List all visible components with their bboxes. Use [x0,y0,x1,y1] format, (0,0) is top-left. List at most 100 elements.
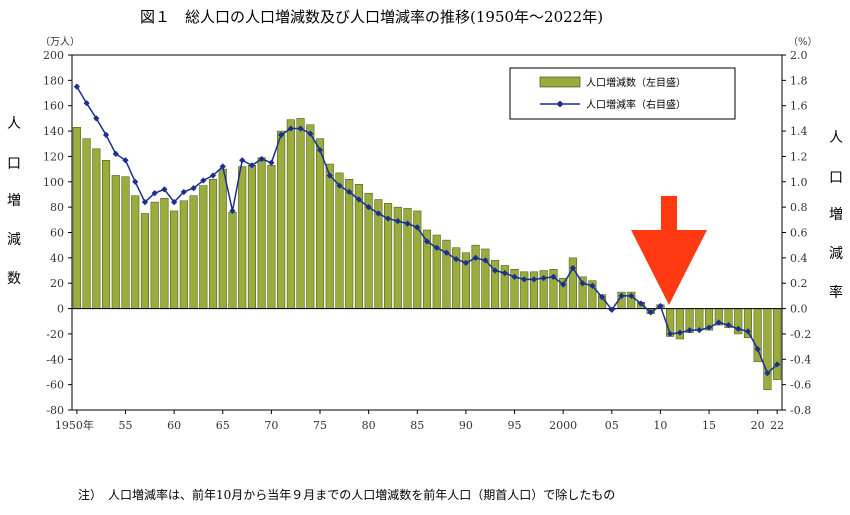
down-arrow-annotation [631,196,707,305]
right-tick-label: 0.2 [790,277,808,290]
bar [296,118,305,309]
bar [325,163,334,309]
rate-point [618,292,625,300]
bar [228,211,237,309]
x-tick-label: 05 [605,419,619,432]
right-axis-title-char: 口 [829,170,843,186]
right-tick-label: 1.4 [790,125,808,138]
right-axis-unit: （%） [788,36,818,48]
plot-area: 200180160140120100806040200-20-40-60-802… [7,49,843,432]
rate-point [744,328,752,335]
left-tick-label: 120 [43,150,64,163]
bar [72,127,81,309]
right-tick-label: -0.6 [790,379,811,392]
rate-point [530,276,538,283]
right-tick-label: -0.2 [790,328,811,341]
x-tick-label: 15 [702,419,716,432]
bar [238,166,247,309]
bar [773,308,782,380]
bar [247,165,256,309]
bar [364,192,373,309]
x-tick-label: 90 [459,419,473,432]
bar [218,168,227,309]
left-tick-label: 40 [50,252,64,265]
rate-point [764,370,771,377]
right-tick-label: 1.8 [790,74,808,87]
bar [82,138,91,309]
x-tick-label: 55 [118,419,132,432]
bar [131,195,140,309]
left-axis-title-char: 増 [7,193,21,209]
rate-point [209,172,217,179]
rate-point [239,157,246,164]
bar [150,201,159,309]
left-tick-label: -40 [46,353,64,366]
bar [763,308,772,390]
bar [286,119,295,309]
x-tick-label: 22 [770,419,784,432]
bar [208,179,218,309]
right-tick-label: -0.8 [790,404,811,417]
left-tick-label: 200 [43,49,64,62]
right-tick-label: 0.4 [790,252,808,265]
rate-point [491,267,499,274]
x-tick-label: 65 [216,419,230,432]
rate-point [550,273,557,281]
bar [315,138,325,309]
rate-point [336,182,343,189]
left-axis-title-char: 数 [7,271,21,287]
legend-bar-swatch [539,76,581,88]
rate-point [190,184,197,192]
right-tick-label: 0.0 [790,303,808,316]
left-tick-label: 160 [43,100,64,113]
bar [111,175,120,309]
rate-point [268,159,275,166]
bar [257,157,266,309]
rate-point [608,306,615,313]
x-tick-label: 95 [508,419,522,432]
left-tick-label: 0 [57,303,64,316]
legend-line-label: 人口増減率（右目盛） [586,98,686,111]
rate-point [180,188,187,196]
left-tick-label: 20 [50,277,64,290]
bar [335,172,344,309]
rate-point [423,238,431,245]
rate-point [433,244,440,251]
left-tick-label: 100 [43,176,64,189]
rate-point [385,215,392,222]
right-axis-title-char: 増 [829,207,843,223]
left-tick-label: 80 [50,201,64,214]
right-axis-title-char: 人 [829,130,843,146]
x-tick-label: 75 [313,419,327,432]
rate-point [297,125,304,132]
rate-point [482,257,489,264]
x-tick-label: 2000 [549,419,577,432]
x-tick-label: 70 [264,419,278,432]
right-tick-label: 0.6 [790,227,808,240]
rate-point [598,294,606,301]
legend-line-marker [556,100,564,108]
rate-point [132,178,139,185]
bar [101,159,111,309]
rate-point [735,325,742,333]
bar [267,165,276,309]
rate-point [667,330,674,337]
bar [170,210,179,309]
rate-point [287,125,294,132]
bar [695,308,704,331]
rate-point [540,275,547,282]
x-tick-label: 20 [751,419,765,432]
bar [306,124,315,309]
bar [354,184,363,309]
rate-point [102,131,110,139]
rate-point [93,115,100,122]
rate-point [472,254,479,262]
bar [121,176,130,309]
right-tick-label: 1.2 [790,150,808,163]
left-tick-label: -80 [46,404,64,417]
legend-box [509,67,736,120]
rate-point [443,249,450,256]
right-tick-label: 1.6 [790,100,808,113]
bar [140,213,149,309]
